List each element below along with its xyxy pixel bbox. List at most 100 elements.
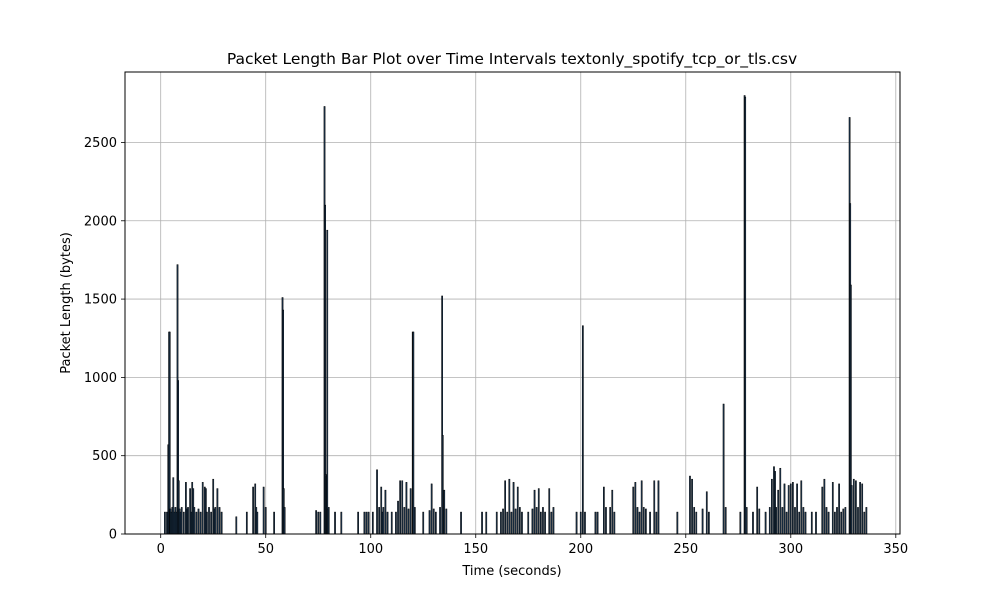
packet-bar: [264, 507, 267, 535]
packet-bar: [180, 507, 183, 535]
packet-bar: [550, 511, 553, 535]
packet-bar: [649, 511, 651, 535]
packet-bar: [775, 507, 777, 535]
packet-bar: [434, 511, 437, 535]
packet-bar: [785, 511, 788, 535]
plot-area-frame: [124, 71, 901, 535]
packet-bar: [548, 488, 551, 535]
packet-bar: [283, 507, 286, 535]
packet-bar: [842, 508, 845, 535]
packet-bar: [579, 511, 582, 535]
packet-bar: [744, 96, 747, 535]
x-tick-label: 100: [358, 542, 383, 557]
packet-bar: [724, 507, 727, 535]
packet-bar: [371, 511, 374, 535]
packet-bar: [357, 511, 359, 535]
packet-bar: [245, 511, 248, 535]
packet-bar: [537, 488, 540, 535]
packet-bar: [384, 489, 387, 535]
packet-bar: [613, 511, 616, 535]
packet-bar: [771, 478, 773, 535]
packet-bar: [611, 489, 614, 535]
packet-bar: [512, 482, 515, 535]
packet-bar: [821, 486, 824, 535]
packet-bar: [319, 511, 322, 535]
packet-bar: [552, 507, 555, 535]
packet-bar: [195, 511, 198, 535]
packet-bar: [825, 507, 828, 535]
y-axis-label: Packet Length (bytes): [59, 232, 74, 374]
packet-bar: [403, 507, 406, 535]
packet-bar: [432, 508, 435, 535]
packet-bar: [481, 511, 483, 535]
packet-bar: [787, 485, 790, 535]
packet-bar: [218, 507, 221, 535]
packet-bar: [401, 480, 404, 535]
packet-bar: [781, 507, 784, 535]
packet-bar: [508, 478, 511, 535]
packet-bar: [187, 507, 189, 535]
packet-bar: [256, 511, 259, 535]
packet-bar: [632, 486, 635, 535]
packet-bar: [315, 510, 317, 535]
packet-bar: [168, 331, 171, 535]
packet-bar: [831, 482, 834, 535]
packet-bar: [827, 511, 830, 535]
packet-bar: [689, 475, 691, 535]
packet-bar: [779, 467, 782, 535]
packet-bar: [605, 507, 607, 535]
packet-bar: [365, 511, 368, 535]
packet-bar: [412, 331, 415, 535]
packet-bar: [739, 511, 742, 535]
packet-bar: [789, 483, 792, 535]
packet-bar: [510, 511, 513, 535]
packet-bar: [252, 486, 254, 535]
y-tick-label: 2500: [84, 136, 117, 151]
packet-bar: [334, 511, 336, 535]
packet-bar: [441, 435, 444, 535]
packet-bar: [836, 507, 838, 535]
x-tick-label: 250: [673, 542, 698, 557]
packet-bar: [326, 229, 329, 535]
packet-bar: [262, 486, 265, 535]
packet-bar: [844, 507, 847, 535]
packet-bar: [582, 325, 584, 535]
packet-bar: [413, 507, 416, 535]
packet-bar: [798, 511, 801, 535]
packet-bar: [216, 488, 219, 535]
x-tick-label: 150: [463, 542, 488, 557]
packet-bar: [859, 482, 861, 535]
packet-bar: [460, 511, 462, 535]
packet-bar: [164, 511, 166, 535]
packet-bar: [317, 511, 320, 535]
packet-bar: [634, 482, 637, 535]
packet-bar: [861, 483, 864, 535]
packet-bar: [850, 485, 853, 535]
grid-lines: [125, 72, 900, 535]
packet-bar: [535, 507, 538, 535]
packet-bar: [504, 480, 506, 535]
axis-ticks: 0 50 100 150 200 250 300 350 0 500 1000 1500 2000 250…: [84, 136, 908, 557]
packet-bar: [399, 480, 401, 535]
packet-bar: [701, 508, 704, 535]
packet-bar: [514, 508, 517, 535]
packet-bar: [596, 511, 599, 535]
packet-bar: [214, 507, 217, 535]
packet-bar: [834, 511, 836, 535]
x-tick-label: 350: [883, 542, 908, 557]
packet-bar: [193, 507, 196, 535]
packet-bar: [390, 511, 393, 535]
packet-bar: [708, 511, 710, 535]
packet-bar: [691, 478, 693, 535]
packet-bar: [603, 486, 605, 535]
packet-bar: [500, 511, 502, 535]
packet-bar: [367, 511, 370, 535]
packet-bar: [327, 507, 330, 535]
packet-bar: [182, 511, 185, 535]
packet-bar: [527, 511, 530, 535]
packet-bar: [531, 508, 534, 535]
packet-bar: [752, 511, 754, 535]
packet-bar: [815, 511, 817, 535]
packet-bar: [695, 511, 698, 535]
